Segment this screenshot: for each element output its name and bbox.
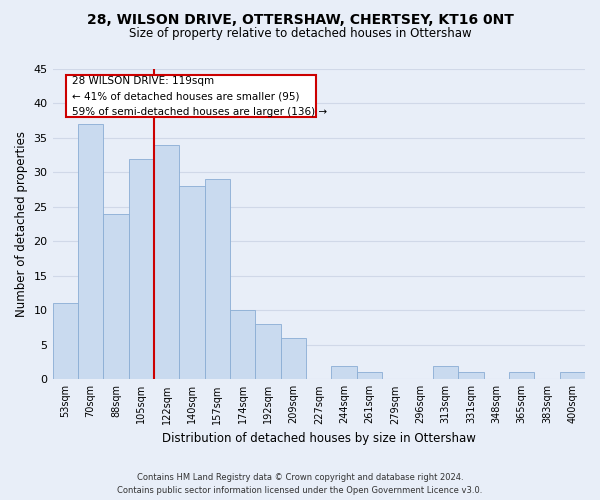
FancyBboxPatch shape: [66, 75, 316, 117]
Bar: [357, 372, 382, 380]
Bar: [281, 338, 306, 380]
Bar: [230, 310, 256, 380]
Bar: [205, 180, 230, 380]
Bar: [179, 186, 205, 380]
Y-axis label: Number of detached properties: Number of detached properties: [15, 131, 28, 317]
X-axis label: Distribution of detached houses by size in Ottershaw: Distribution of detached houses by size …: [162, 432, 476, 445]
Text: 28 WILSON DRIVE: 119sqm
← 41% of detached houses are smaller (95)
59% of semi-de: 28 WILSON DRIVE: 119sqm ← 41% of detache…: [72, 76, 328, 117]
Bar: [433, 366, 458, 380]
Bar: [509, 372, 534, 380]
Bar: [458, 372, 484, 380]
Bar: [78, 124, 103, 380]
Bar: [154, 145, 179, 380]
Text: Size of property relative to detached houses in Ottershaw: Size of property relative to detached ho…: [128, 28, 472, 40]
Bar: [103, 214, 128, 380]
Text: Contains HM Land Registry data © Crown copyright and database right 2024.
Contai: Contains HM Land Registry data © Crown c…: [118, 474, 482, 495]
Bar: [128, 158, 154, 380]
Bar: [560, 372, 585, 380]
Bar: [331, 366, 357, 380]
Bar: [53, 304, 78, 380]
Text: 28, WILSON DRIVE, OTTERSHAW, CHERTSEY, KT16 0NT: 28, WILSON DRIVE, OTTERSHAW, CHERTSEY, K…: [86, 12, 514, 26]
Bar: [256, 324, 281, 380]
